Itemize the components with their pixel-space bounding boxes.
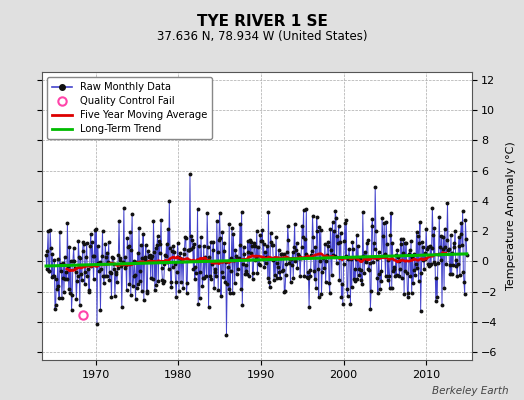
Text: Berkeley Earth: Berkeley Earth <box>432 386 508 396</box>
Y-axis label: Temperature Anomaly (°C): Temperature Anomaly (°C) <box>506 142 516 290</box>
Legend: Raw Monthly Data, Quality Control Fail, Five Year Moving Average, Long-Term Tren: Raw Monthly Data, Quality Control Fail, … <box>47 77 212 139</box>
Text: TYE RIVER 1 SE: TYE RIVER 1 SE <box>196 14 328 29</box>
Text: 37.636 N, 78.934 W (United States): 37.636 N, 78.934 W (United States) <box>157 30 367 43</box>
